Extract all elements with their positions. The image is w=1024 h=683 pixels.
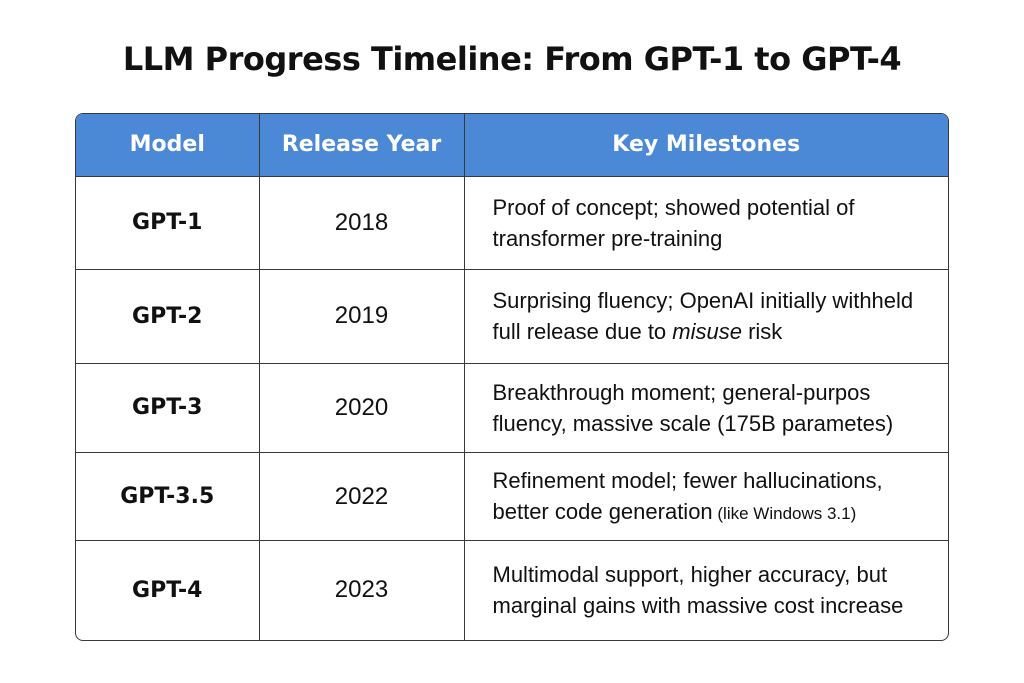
model-cell: GPT-4 <box>76 540 260 640</box>
table-row: GPT-1 2018 Proof of concept; showed pote… <box>76 176 948 271</box>
milestone-text: Breakthrough moment; general-purpos flue… <box>492 379 894 436</box>
milestone-aside: (like Windows 3.1) <box>712 503 857 523</box>
table-row: GPT-2 2019 Surprising fluency; OpenAI in… <box>76 269 948 364</box>
page-title: LLM Progress Timeline: From GPT-1 to GPT… <box>122 40 902 78</box>
milestone-text: Proof of concept; showed potential of tr… <box>492 194 855 251</box>
milestone-cell: Multimodal support, higher accuracy, but… <box>464 540 948 640</box>
timeline-table: Model Release Year Key Milestones GPT-1 … <box>75 113 949 641</box>
model-cell: GPT-1 <box>76 176 260 271</box>
model-cell: GPT-3 <box>76 363 260 454</box>
milestone-cell: Breakthrough moment; general-purpos flue… <box>464 363 948 454</box>
milestone-cell: Proof of concept; showed potential of tr… <box>464 176 948 271</box>
header-key-milestones: Key Milestones <box>464 114 948 177</box>
table-row: GPT-4 2023 Multimodal support, higher ac… <box>76 540 948 640</box>
table-header-row: Model Release Year Key Milestones <box>76 114 948 177</box>
table-row: GPT-3 2020 Breakthrough moment; general-… <box>76 363 948 454</box>
milestone-text: Surprising fluency; OpenAI initially wit… <box>492 288 914 345</box>
year-cell: 2020 <box>259 363 465 454</box>
year-cell: 2022 <box>259 452 465 541</box>
model-cell: GPT-2 <box>76 269 260 364</box>
year-cell: 2018 <box>259 176 465 271</box>
milestone-text-tail: risk <box>741 319 783 345</box>
milestone-cell: Refinement model; fewer hallucinations, … <box>464 452 948 541</box>
year-cell: 2023 <box>259 540 465 640</box>
milestone-cell: Surprising fluency; OpenAI initially wit… <box>464 269 948 364</box>
milestone-text: Multimodal support, higher accuracy, but… <box>492 562 904 619</box>
table-row: GPT-3.5 2022 Refinement model; fewer hal… <box>76 452 948 541</box>
milestone-text: Refinement model; fewer hallucinations, … <box>492 467 883 524</box>
milestone-emphasis: misuse <box>672 319 742 345</box>
header-model: Model <box>76 114 260 177</box>
year-cell: 2019 <box>259 269 465 364</box>
header-release-year: Release Year <box>259 114 465 177</box>
model-cell: GPT-3.5 <box>76 452 260 541</box>
